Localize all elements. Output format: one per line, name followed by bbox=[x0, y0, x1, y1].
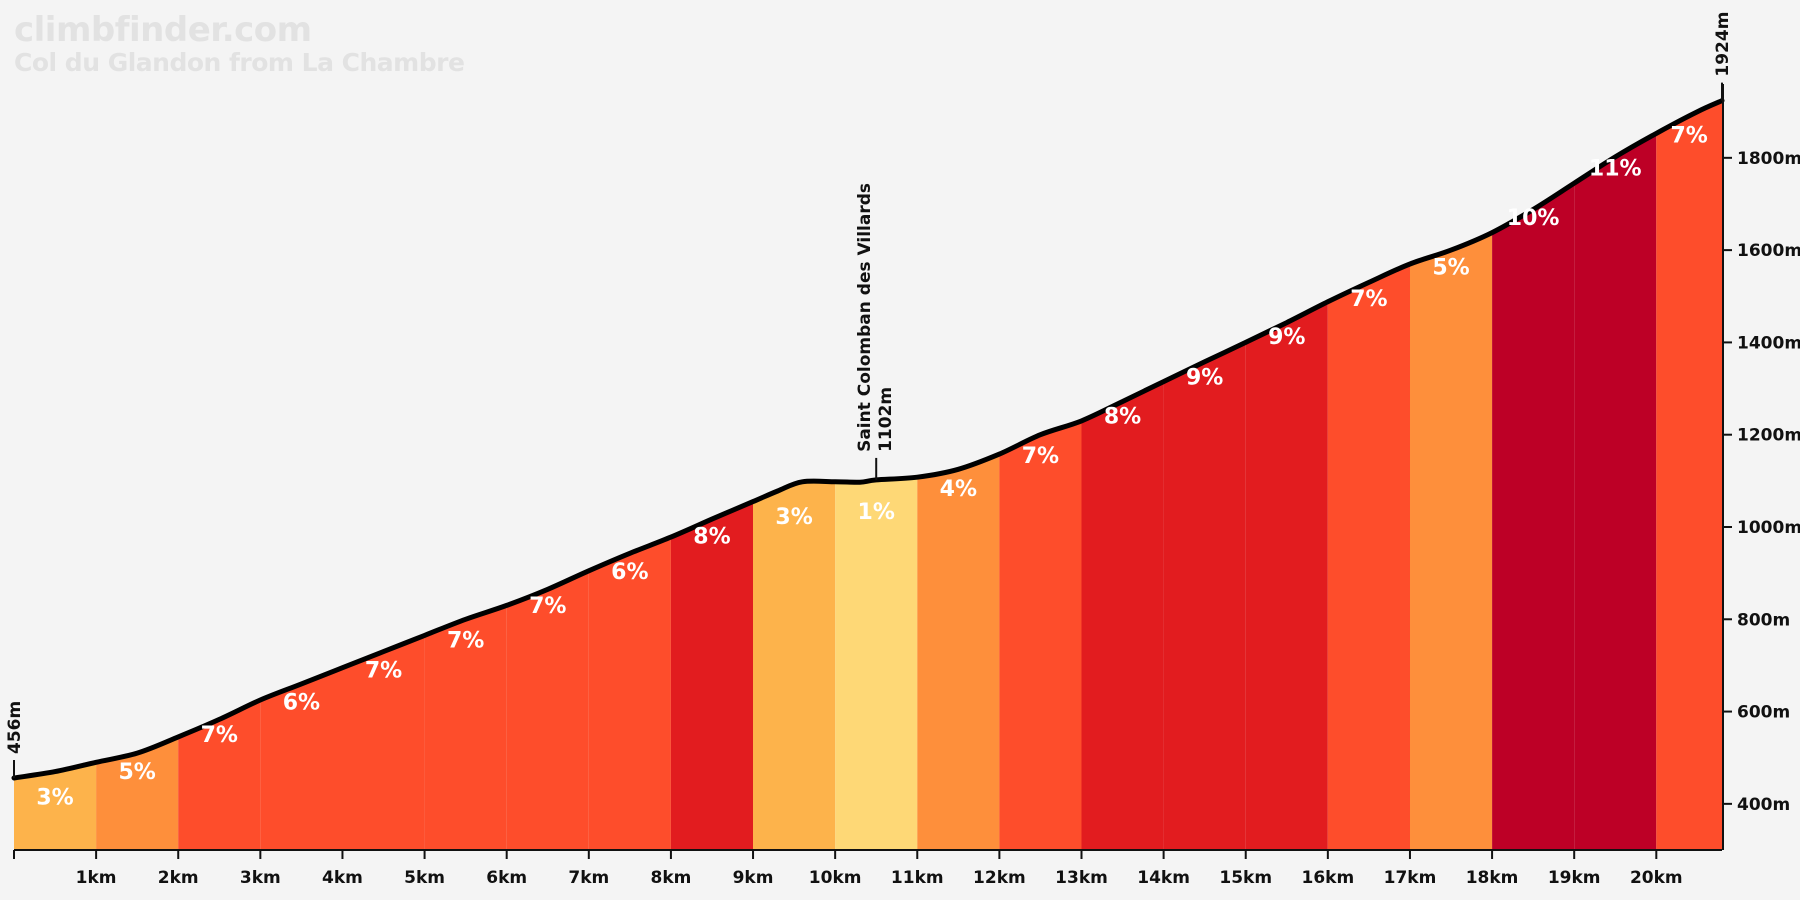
grade-segment-15 bbox=[1163, 342, 1246, 850]
grade-label-1: 3% bbox=[36, 785, 73, 810]
grade-label-14: 8% bbox=[1104, 405, 1141, 430]
grade-label-19: 10% bbox=[1507, 206, 1560, 231]
grade-label-5: 7% bbox=[365, 658, 402, 683]
y-tick-label-5: 1200m bbox=[1737, 426, 1800, 446]
grade-segment-19 bbox=[1492, 183, 1575, 850]
grade-segment-20 bbox=[1574, 133, 1657, 850]
grade-segment-21 bbox=[1656, 100, 1722, 851]
y-tick-label-8: 1800m bbox=[1737, 149, 1800, 169]
grade-segment-8 bbox=[588, 537, 671, 850]
grade-segment-7 bbox=[506, 570, 589, 850]
grade-label-18: 5% bbox=[1432, 256, 1469, 281]
grade-label-8: 6% bbox=[611, 560, 648, 585]
x-tick-label-15: 15km bbox=[1219, 868, 1272, 888]
x-tick-label-12: 12km bbox=[973, 868, 1026, 888]
grade-label-3: 7% bbox=[201, 723, 238, 748]
x-tick-label-8: 8km bbox=[650, 868, 691, 888]
x-tick-label-2: 2km bbox=[158, 868, 199, 888]
grade-segment-16 bbox=[1245, 301, 1328, 850]
x-tick-label-17: 17km bbox=[1384, 868, 1437, 888]
grade-label-21: 7% bbox=[1670, 124, 1707, 149]
grade-segment-18 bbox=[1410, 232, 1493, 851]
grade-segment-10 bbox=[753, 481, 836, 850]
x-tick-label-20: 20km bbox=[1630, 868, 1683, 888]
grade-segment-11 bbox=[835, 477, 918, 850]
grade-labels: 3% 5% 7% 6% 7% 7% 7% 6% 8% 3% 1% 4% 7% 8% 9% 9% 7% 5% 10% 1… bbox=[36, 124, 1707, 811]
y-axis: 400m 600m 800m 1000m 1200m 1400m 1600m 1800m bbox=[1722, 84, 1800, 850]
x-tick-label-4: 4km bbox=[322, 868, 363, 888]
elevation-profile-line bbox=[11, 98, 1725, 781]
grade-label-7: 7% bbox=[529, 594, 566, 619]
chart-title-watermark: Col du Glandon from La Chambre bbox=[14, 48, 465, 77]
grade-label-13: 7% bbox=[1022, 444, 1059, 469]
grade-segment-5 bbox=[342, 635, 425, 850]
x-tick-label-9: 9km bbox=[733, 868, 774, 888]
grade-segment-13 bbox=[999, 420, 1082, 850]
marker-elevation-1: 456m bbox=[5, 701, 25, 754]
y-tick-label-3: 800m bbox=[1737, 610, 1790, 630]
x-tick-label-3: 3km bbox=[240, 868, 281, 888]
elevation-markers: 456m Saint Colomban des Villards 1102m 1924… bbox=[5, 12, 1733, 779]
grade-segment-6 bbox=[424, 605, 507, 850]
grade-segment-3 bbox=[178, 700, 261, 850]
grade-segment-9 bbox=[670, 501, 753, 850]
grade-segment-2 bbox=[96, 736, 179, 850]
grade-label-11: 1% bbox=[858, 500, 895, 525]
marker-name-2: Saint Colomban des Villards bbox=[855, 183, 875, 452]
x-tick-label-10: 10km bbox=[809, 868, 862, 888]
grade-label-10: 3% bbox=[775, 505, 812, 530]
grade-label-20: 11% bbox=[1589, 156, 1642, 181]
y-tick-label-2: 600m bbox=[1737, 703, 1790, 723]
grade-label-17: 7% bbox=[1350, 287, 1387, 312]
x-tick-label-16: 16km bbox=[1302, 868, 1355, 888]
y-tick-label-1: 400m bbox=[1737, 795, 1790, 815]
grade-segment-17 bbox=[1327, 264, 1410, 850]
marker-elevation-2: 1102m bbox=[876, 387, 896, 452]
x-axis: 1km 2km 3km 4km 5km 6km 7km 8km 9km 10km 11km 12km 1… bbox=[13, 849, 1722, 888]
site-watermark: climbfinder.com bbox=[14, 10, 312, 50]
x-tick-label-19: 19km bbox=[1548, 868, 1601, 888]
x-tick-label-6: 6km bbox=[486, 868, 527, 888]
x-tick-label-5: 5km bbox=[404, 868, 445, 888]
x-tick-label-11: 11km bbox=[891, 868, 944, 888]
grade-label-15: 9% bbox=[1186, 365, 1223, 390]
grade-segment-1 bbox=[14, 762, 97, 850]
grade-segments bbox=[14, 100, 1722, 851]
grade-label-6: 7% bbox=[447, 628, 484, 653]
y-tick-label-6: 1400m bbox=[1737, 333, 1800, 353]
grade-segment-14 bbox=[1081, 381, 1164, 850]
grade-label-2: 5% bbox=[118, 760, 155, 785]
x-tick-label-13: 13km bbox=[1055, 868, 1108, 888]
grade-label-9: 8% bbox=[693, 525, 730, 550]
grade-label-16: 9% bbox=[1268, 325, 1305, 350]
x-tick-label-1: 1km bbox=[76, 868, 117, 888]
x-tick-label-14: 14km bbox=[1137, 868, 1190, 888]
x-tick-label-7: 7km bbox=[568, 868, 609, 888]
y-tick-label-4: 1000m bbox=[1737, 518, 1800, 538]
grade-segment-4 bbox=[260, 667, 343, 850]
grade-label-12: 4% bbox=[940, 477, 977, 502]
y-tick-label-7: 1600m bbox=[1737, 241, 1800, 261]
x-tick-label-18: 18km bbox=[1466, 868, 1519, 888]
grade-segment-12 bbox=[917, 454, 1000, 850]
grade-label-4: 6% bbox=[283, 691, 320, 716]
marker-elevation-3: 1924m bbox=[1713, 12, 1733, 77]
